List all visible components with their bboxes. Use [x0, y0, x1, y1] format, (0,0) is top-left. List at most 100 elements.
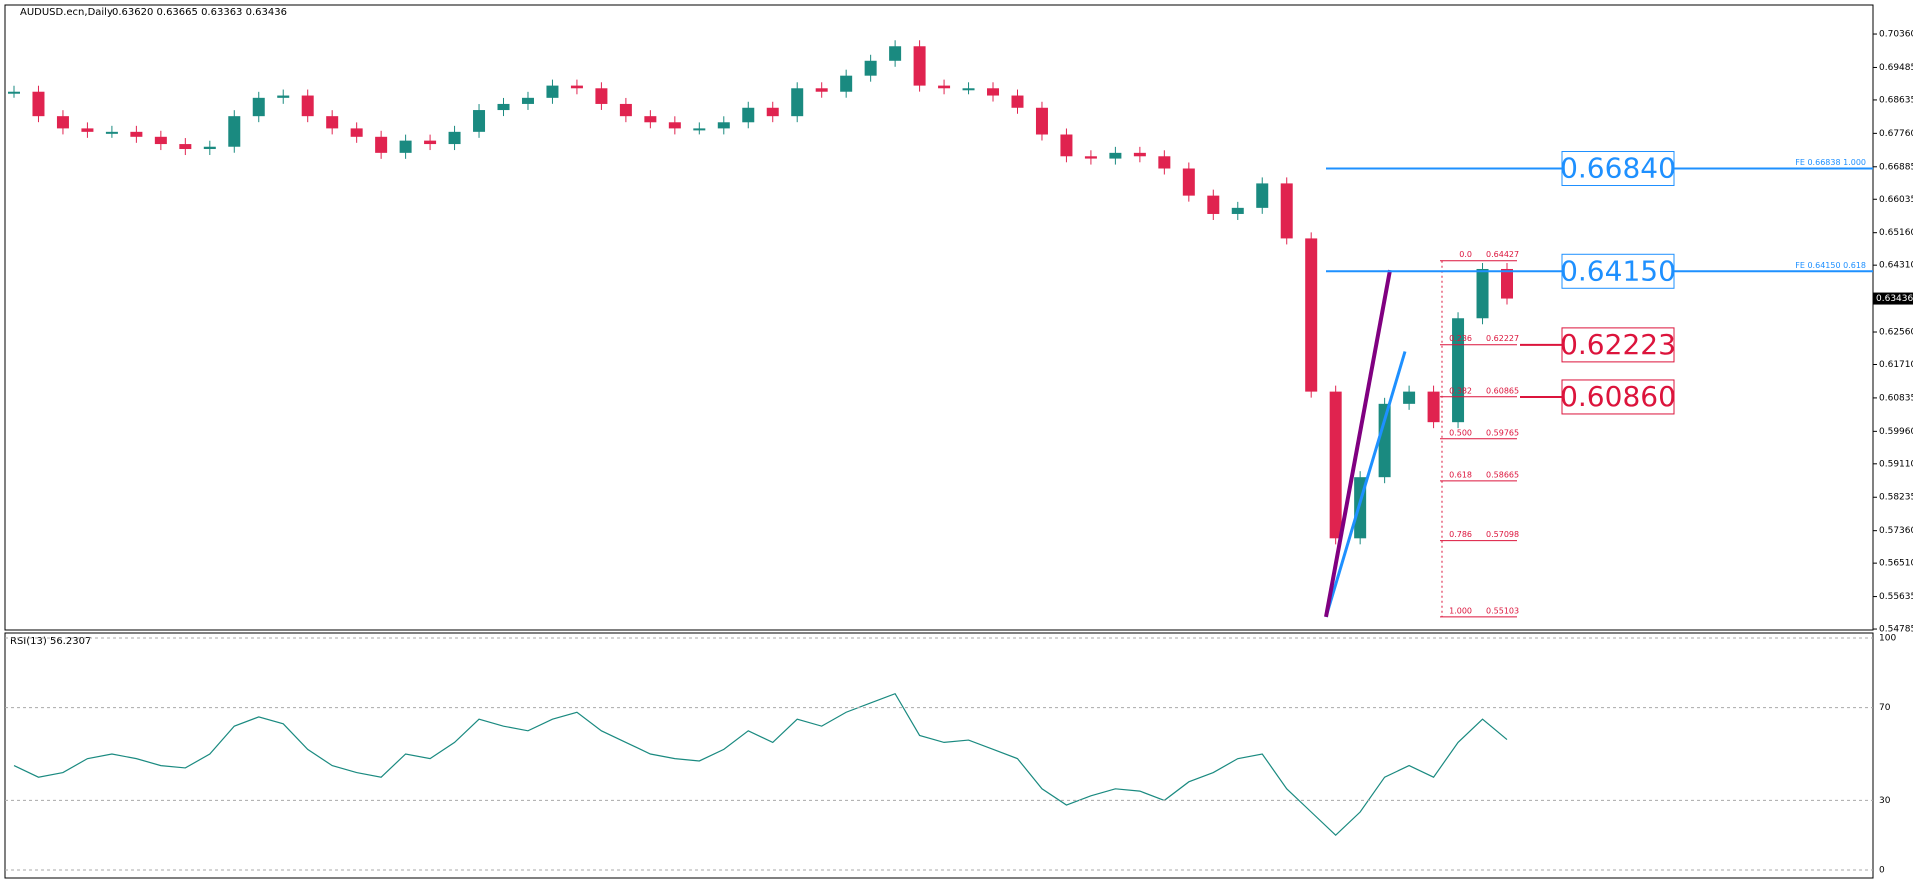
candle [1403, 391, 1416, 404]
candle [1501, 268, 1513, 299]
candle [473, 110, 486, 132]
candle [962, 88, 975, 91]
candle [56, 116, 69, 129]
y-tick-label: 0.64310 [1879, 261, 1913, 271]
y-tick-label: 0.60835 [1879, 393, 1913, 403]
candle [1133, 152, 1146, 157]
candle [1084, 156, 1097, 159]
y-tick-label: 0.59960 [1879, 427, 1913, 437]
ohlc-header: 0.63620 0.63665 0.63363 0.63436 [112, 7, 287, 18]
candle [1060, 134, 1073, 157]
trendline [1324, 351, 1407, 618]
price-panel [4, 4, 1874, 631]
candle [399, 140, 412, 153]
y-tick-label: 0.55635 [1879, 592, 1913, 602]
candle [1207, 195, 1220, 214]
y-tick-label: 0.69485 [1879, 63, 1913, 73]
candle [864, 60, 877, 76]
candle [791, 88, 804, 117]
fib-value: 0.64427 [1486, 250, 1519, 259]
candle [252, 97, 265, 117]
y-tick-label: 0.58235 [1879, 493, 1913, 503]
level-box [1561, 253, 1675, 289]
fib-level: 1.000 [1449, 606, 1472, 615]
candle [938, 85, 951, 89]
candle [203, 146, 216, 150]
fib-value: 0.58665 [1486, 470, 1519, 479]
fib-level: 0.786 [1449, 530, 1472, 539]
rsi-tick-label: 70 [1879, 703, 1891, 713]
candle [987, 88, 1000, 96]
candle [1329, 391, 1342, 539]
candle [1182, 168, 1195, 196]
candle [766, 107, 779, 117]
trendline [1324, 269, 1392, 618]
level-label: 0.62223 [1560, 328, 1676, 361]
candle [179, 144, 192, 150]
level-note: FE 0.66838 1.000 [1795, 158, 1866, 167]
candle [1035, 107, 1048, 135]
level-box [1561, 379, 1675, 415]
level-label: 0.60860 [1560, 380, 1676, 413]
fib-level: 0.236 [1449, 334, 1472, 343]
candle [668, 122, 681, 129]
symbol-title: AUDUSD.ecn,Daily [20, 7, 113, 18]
candle [1011, 95, 1024, 108]
y-tick-label: 0.61710 [1879, 360, 1913, 370]
candle [1231, 207, 1244, 214]
y-tick-label: 0.66885 [1879, 162, 1913, 172]
candle [570, 85, 583, 89]
candle [277, 95, 290, 98]
fib-value: 0.62227 [1486, 334, 1519, 343]
candle [1280, 183, 1293, 239]
fib-value: 0.57098 [1486, 530, 1519, 539]
last-price-label: 0.63436 [1876, 294, 1913, 304]
last-price-box [1873, 292, 1913, 305]
candle [1109, 152, 1122, 159]
fib-value: 0.59765 [1486, 428, 1519, 437]
fib-value: 0.60865 [1486, 386, 1519, 395]
y-tick-label: 0.67760 [1879, 129, 1913, 139]
fib-value: 0.55103 [1486, 606, 1519, 615]
fib-level: 0.382 [1449, 386, 1472, 395]
y-tick-label: 0.65160 [1879, 228, 1913, 238]
level-box [1561, 327, 1675, 363]
level-box [1561, 151, 1675, 187]
y-tick-label: 0.70360 [1879, 30, 1913, 40]
rsi-tick-label: 0 [1879, 866, 1885, 876]
candle [375, 136, 388, 153]
y-tick-label: 0.59110 [1879, 459, 1913, 469]
candle [301, 95, 314, 117]
rsi-title: RSI(13) 56.2307 [10, 636, 91, 647]
candle [693, 128, 706, 131]
fib-level: 0.500 [1449, 428, 1472, 437]
rsi-tick-label: 30 [1879, 796, 1891, 806]
candle [448, 131, 461, 145]
candle [130, 131, 143, 137]
candle [521, 97, 534, 104]
level-label: 0.64150 [1560, 254, 1676, 287]
candle [1427, 391, 1440, 423]
y-tick-label: 0.66035 [1879, 195, 1913, 205]
candle [913, 46, 926, 86]
candle [840, 75, 853, 92]
fib-level: 0.0 [1459, 250, 1472, 259]
candle [546, 85, 559, 98]
candle [228, 116, 241, 147]
candle [717, 122, 730, 129]
y-tick-label: 0.56510 [1879, 559, 1913, 569]
candle [424, 140, 437, 145]
candle [619, 103, 632, 117]
y-tick-label: 0.68635 [1879, 95, 1913, 105]
y-tick-label: 0.62560 [1879, 328, 1913, 338]
y-tick-label: 0.57360 [1879, 526, 1913, 536]
candle [105, 131, 118, 134]
rsi-panel [4, 632, 1874, 879]
candle [497, 103, 510, 111]
candle [1158, 156, 1171, 169]
candle [154, 136, 167, 145]
candle [8, 91, 20, 94]
candle [1476, 268, 1489, 319]
y-tick-label: 0.54785 [1879, 625, 1913, 635]
